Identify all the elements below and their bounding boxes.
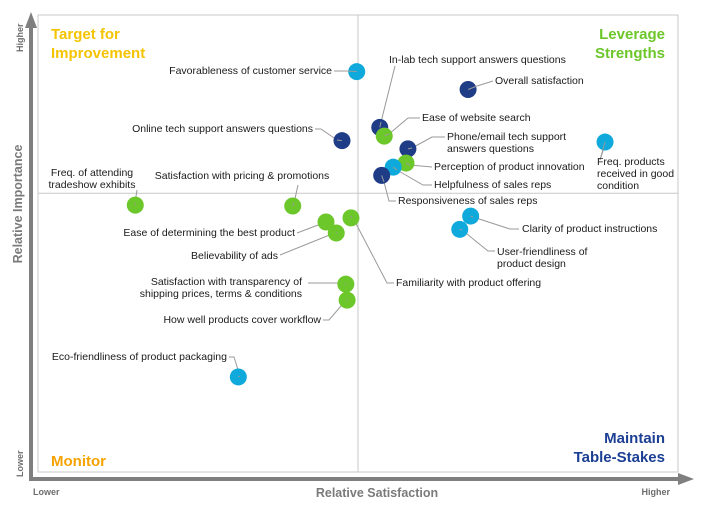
leader-line — [383, 181, 396, 202]
leader-line — [315, 128, 338, 141]
point-label-line: Helpfulness of sales reps — [434, 179, 551, 191]
leader-lines — [134, 65, 606, 377]
quadrant-title-line: Table-Stakes — [574, 449, 665, 466]
leader-line-tip — [346, 70, 357, 73]
y-axis-arrowhead — [25, 12, 37, 28]
leader-line — [351, 215, 394, 284]
point-labels: Favorableness of customer service In-lab … — [49, 54, 675, 363]
point-label-line: Phone/email tech support — [447, 131, 566, 143]
point-label: User-friendliness of product design — [497, 246, 588, 270]
leader-line-tip — [336, 139, 343, 142]
leader-line-tip — [599, 141, 606, 161]
point-label-line: Familiarity with product offering — [396, 277, 541, 289]
leader-line-tip — [470, 215, 474, 218]
leader-line-tip — [392, 166, 398, 171]
point-label: Overall satisfaction — [495, 75, 584, 87]
quadrant-title-top-left: Target for Improvement — [51, 26, 145, 62]
leader-line-tip — [335, 231, 338, 234]
point-label: Familiarity with product offering — [396, 277, 541, 289]
point-label: Responsiveness of sales reps — [398, 195, 538, 207]
point-label-line: Freq. products — [597, 156, 665, 168]
point-label-line: Favorableness of customer service — [169, 65, 332, 77]
x-axis-low-label: Lower — [33, 487, 60, 497]
point-label-line: received in good — [597, 168, 674, 180]
leader-line — [472, 216, 519, 230]
leader-line — [388, 117, 420, 135]
leader-line — [279, 231, 338, 256]
point-label-line: Online tech support answers questions — [132, 123, 313, 135]
y-axis-low-label: Lower — [15, 450, 25, 477]
quadrant-title-line: Leverage — [599, 26, 665, 43]
leader-line — [476, 80, 494, 87]
leader-line-tip — [379, 121, 382, 128]
point-label: In-lab tech support answers questions — [389, 54, 566, 66]
leader-line — [461, 229, 495, 252]
y-axis-title: Relative Importance — [11, 145, 25, 264]
point-label-line: How well products cover workflow — [163, 314, 321, 326]
point-label-line: answers questions — [447, 143, 534, 155]
quadrant-title-line: Monitor — [51, 453, 106, 470]
leader-line-tip — [292, 202, 295, 207]
point-label: Eco-friendliness of product packaging — [52, 351, 227, 363]
leader-line — [411, 136, 445, 149]
point-label-line: Freq. of attending — [51, 167, 133, 179]
leader-line-tip — [384, 133, 390, 137]
x-axis-high-label: Higher — [641, 487, 670, 497]
point-label-line: product design — [497, 258, 566, 270]
quadrant-title-line: Target for — [51, 26, 120, 43]
point-label-line: Believability of ads — [191, 250, 278, 262]
point-label: How well products cover workflow — [163, 314, 321, 326]
quadrant-title-top-right: Leverage Strengths — [595, 26, 665, 62]
x-axis-title: Relative Satisfaction — [316, 486, 438, 500]
point-label: Helpfulness of sales reps — [434, 179, 551, 191]
point-label-line: Ease of determining the best product — [123, 227, 295, 239]
point-label: Ease of determining the best product — [123, 227, 295, 239]
point-label-line: Overall satisfaction — [495, 75, 584, 87]
point-label: Perception of product innovation — [434, 161, 585, 173]
quadrant-title-bottom-left: Monitor — [51, 453, 106, 470]
point-label: Satisfaction with transparency of shippin… — [140, 276, 302, 300]
point-label-line: Satisfaction with pricing & promotions — [155, 170, 330, 182]
quadrant-title-bottom-right: Maintain Table-Stakes — [574, 430, 665, 466]
point-label: Clarity of product instructions — [522, 223, 657, 235]
point-label-line: Ease of website search — [422, 112, 531, 124]
point-label: Online tech support answers questions — [132, 123, 313, 135]
leader-line-tip — [381, 175, 385, 183]
point-label: Freq. products received in good condition — [597, 156, 674, 192]
point-label-line: In-lab tech support answers questions — [389, 54, 566, 66]
point-label-line: Responsiveness of sales reps — [398, 195, 538, 207]
point-label-line: Satisfaction with transparency of — [151, 276, 302, 288]
point-label-line: User-friendliness of — [497, 246, 588, 258]
leader-line-tip — [238, 375, 241, 378]
y-axis-high-label: Higher — [15, 23, 25, 52]
leader-line-tip — [459, 228, 463, 231]
leader-line-tip — [405, 162, 411, 166]
quadrant-title-line: Strengths — [595, 45, 665, 62]
quadrant-title-line: Maintain — [604, 430, 665, 447]
leader-line-tip — [467, 85, 478, 90]
point-label-line: Eco-friendliness of product packaging — [52, 351, 227, 363]
point-label-line: Perception of product innovation — [434, 161, 585, 173]
point-label-line: shipping prices, terms & conditions — [140, 288, 302, 300]
point-label-line: tradeshow exhibits — [49, 179, 136, 191]
point-label: Phone/email tech support answers question… — [447, 131, 566, 155]
point-label: Favorableness of customer service — [169, 65, 332, 77]
leader-line-tip — [350, 215, 353, 219]
point-label: Satisfaction with pricing & promotions — [155, 170, 330, 182]
point-label: Believability of ads — [191, 250, 278, 262]
leader-line — [380, 65, 396, 123]
data-points — [126, 63, 614, 386]
leader-line — [396, 169, 432, 186]
x-axis-arrowhead — [678, 473, 694, 485]
leader-line-tip — [344, 282, 347, 285]
leader-line-tip — [407, 147, 413, 150]
point-label-line: condition — [597, 180, 639, 192]
quadrant-titles: Target for Improvement Leverage Strengths Mo… — [51, 26, 665, 470]
point-label: Freq. of attending tradeshow exhibits — [49, 167, 136, 191]
point-label-line: Clarity of product instructions — [522, 223, 657, 235]
point-label: Ease of website search — [422, 112, 531, 124]
quadrant-title-line: Improvement — [51, 45, 145, 62]
